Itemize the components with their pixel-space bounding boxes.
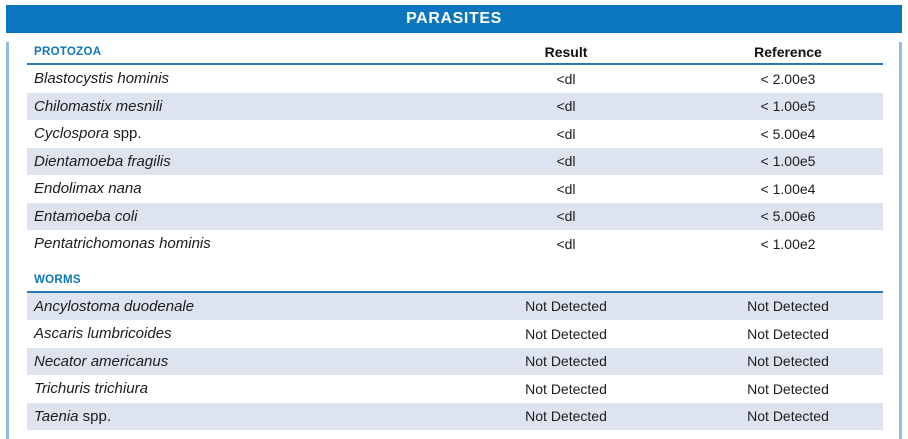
organism-name-cell: Endolimax nana xyxy=(34,180,142,198)
reference-cell: < 5.00e6 xyxy=(760,208,816,225)
section-protozoa: PROTOZOA Result Reference Blastocystis h… xyxy=(27,42,883,258)
result-cell: Not Detected xyxy=(525,298,607,315)
table-row: Trichuris trichiura Not Detected Not Det… xyxy=(27,375,883,403)
table-row: Cyclospora spp. <dl < 5.00e4 xyxy=(27,120,883,148)
result-cell: <dl xyxy=(556,153,576,170)
result-cell: Not Detected xyxy=(525,325,607,342)
result-cell: <dl xyxy=(556,98,576,115)
table-row: Dientamoeba fragilis <dl < 1.00e5 xyxy=(27,147,883,175)
result-cell: Not Detected xyxy=(525,408,607,425)
reference-cell: Not Detected xyxy=(747,408,829,425)
reference-cell: Not Detected xyxy=(747,325,829,342)
section-label-worms: WORMS xyxy=(34,273,81,286)
reference-cell: < 1.00e4 xyxy=(760,180,816,197)
report-title: PARASITES xyxy=(406,10,502,27)
section-header-row: WORMS xyxy=(27,270,883,293)
result-cell: Not Detected xyxy=(525,353,607,370)
organism-name-cell: Necator americanus xyxy=(34,352,169,370)
reference-cell: < 1.00e5 xyxy=(760,153,816,170)
organism-name-cell: Taenia spp. xyxy=(34,407,112,425)
result-cell: <dl xyxy=(556,70,576,87)
column-header-result: Result xyxy=(544,44,588,60)
reference-cell: Not Detected xyxy=(747,298,829,315)
organism-name-cell: Chilomastix mesnili xyxy=(34,97,163,115)
organism-name-cell: Dientamoeba fragilis xyxy=(34,152,171,170)
result-cell: <dl xyxy=(556,180,576,197)
section-header-row: PROTOZOA Result Reference xyxy=(27,42,883,65)
reference-cell: < 1.00e5 xyxy=(760,98,816,115)
table-row: Taenia spp. Not Detected Not Detected xyxy=(27,402,883,430)
table-row: Ancylostoma duodenale Not Detected Not D… xyxy=(27,292,883,320)
organism-name-cell: Entamoeba coli xyxy=(34,207,138,225)
column-header-reference: Reference xyxy=(754,44,822,60)
reference-cell: < 5.00e4 xyxy=(760,125,816,142)
report-body: PROTOZOA Result Reference Blastocystis h… xyxy=(6,42,902,439)
reference-cell: < 2.00e3 xyxy=(760,70,816,87)
table-row: Chilomastix mesnili <dl < 1.00e5 xyxy=(27,92,883,120)
organism-name-cell: Cyclospora spp. xyxy=(34,125,142,143)
reference-cell: Not Detected xyxy=(747,353,829,370)
table-row: Ascaris lumbricoides Not Detected Not De… xyxy=(27,320,883,348)
section-label-protozoa: PROTOZOA xyxy=(34,46,102,58)
table-row: Blastocystis hominis <dl < 2.00e3 xyxy=(27,65,883,93)
organism-name-cell: Trichuris trichiura xyxy=(34,380,148,398)
section-worms: WORMS Ancylostoma duodenale Not Detected… xyxy=(27,270,883,430)
result-cell: <dl xyxy=(556,125,576,142)
result-cell: <dl xyxy=(556,235,576,252)
reference-cell: Not Detected xyxy=(747,380,829,397)
reference-cell: < 1.00e2 xyxy=(760,235,816,252)
lab-report-page: PARASITES PROTOZOA Result Reference Blas… xyxy=(6,5,902,439)
table-row: Endolimax nana <dl < 1.00e4 xyxy=(27,175,883,203)
table-row: Necator americanus Not Detected Not Dete… xyxy=(27,347,883,375)
organism-name-cell: Ancylostoma duodenale xyxy=(34,297,195,315)
organism-name-cell: Blastocystis hominis xyxy=(34,70,170,88)
organism-name-cell: Ascaris lumbricoides xyxy=(34,325,172,343)
result-cell: <dl xyxy=(556,208,576,225)
result-cell: Not Detected xyxy=(525,380,607,397)
report-title-bar: PARASITES xyxy=(6,5,902,33)
table-row: Pentatrichomonas hominis <dl < 1.00e2 xyxy=(27,230,883,258)
organism-name-cell: Pentatrichomonas hominis xyxy=(34,235,211,253)
table-row: Entamoeba coli <dl < 5.00e6 xyxy=(27,202,883,230)
